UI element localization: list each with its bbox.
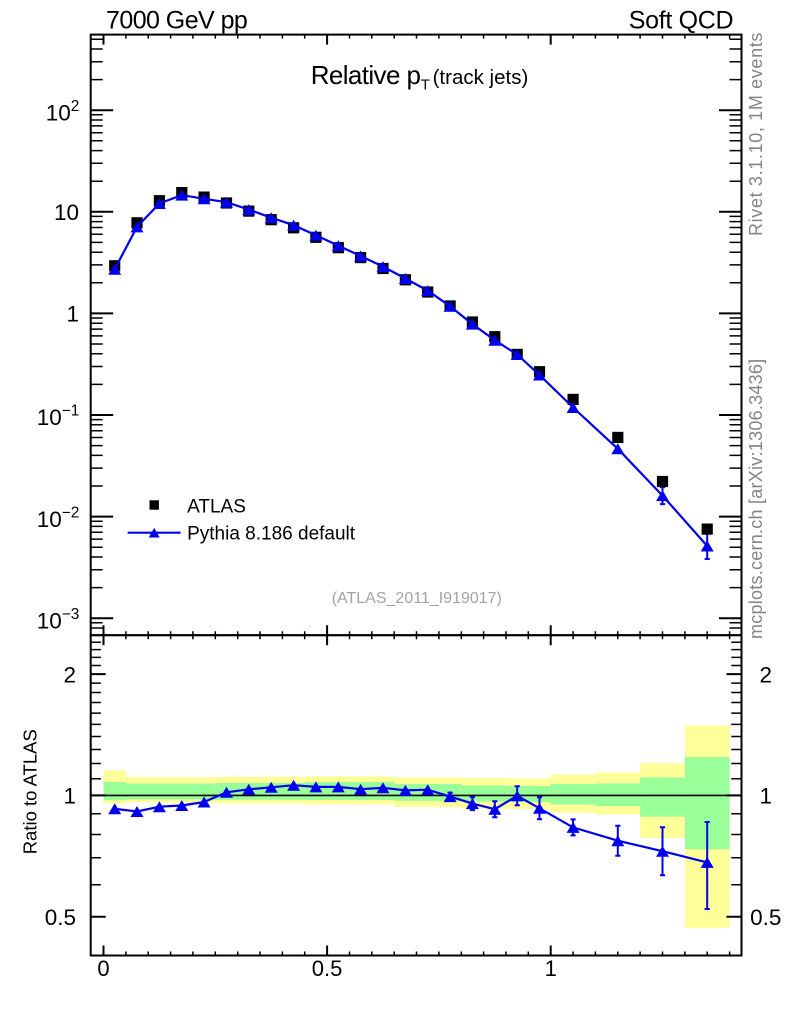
svg-text:0: 0	[97, 956, 109, 981]
svg-text:2: 2	[63, 662, 76, 687]
svg-text:1: 1	[63, 784, 76, 809]
svg-text:(track jets): (track jets)	[433, 66, 529, 89]
svg-text:ATLAS: ATLAS	[187, 496, 246, 517]
svg-text:1: 1	[760, 784, 773, 809]
svg-text:(ATLAS_2011_I919017): (ATLAS_2011_I919017)	[332, 590, 502, 607]
svg-text:7000 GeV pp: 7000 GeV pp	[106, 6, 247, 34]
svg-text:Pythia 8.186 default: Pythia 8.186 default	[187, 523, 356, 544]
svg-text:0.5: 0.5	[750, 905, 781, 930]
svg-text:Soft QCD: Soft QCD	[629, 6, 734, 34]
svg-text:1: 1	[545, 956, 557, 981]
svg-text:Relative p: Relative p	[311, 60, 421, 90]
svg-text:0.5: 0.5	[45, 905, 76, 930]
svg-text:10: 10	[54, 200, 79, 225]
svg-text:1: 1	[66, 302, 79, 327]
svg-text:T: T	[421, 76, 430, 93]
svg-text:0.5: 0.5	[312, 956, 343, 981]
svg-text:Rivet 3.1.10, 1M events: Rivet 3.1.10, 1M events	[746, 32, 766, 236]
svg-text:mcplots.cern.ch [arXiv:1306.34: mcplots.cern.ch [arXiv:1306.3436]	[746, 359, 766, 639]
svg-text:Ratio to ATLAS: Ratio to ATLAS	[19, 729, 40, 854]
svg-text:2: 2	[760, 662, 773, 687]
